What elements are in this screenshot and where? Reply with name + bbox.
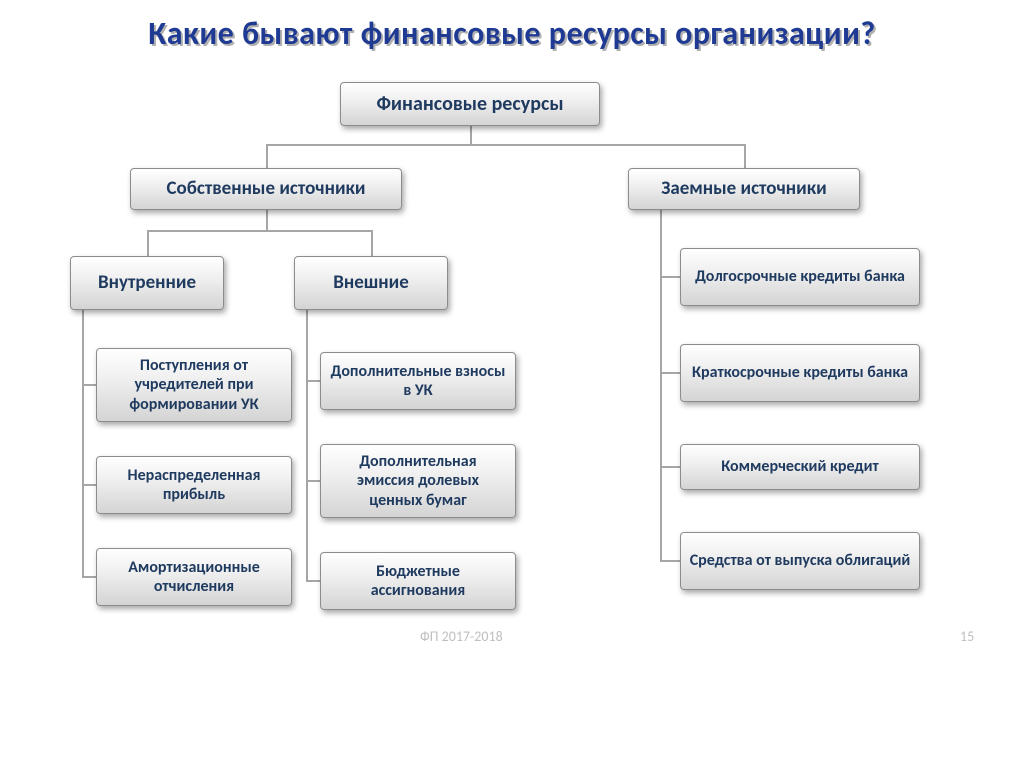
node-bor3: Коммерческий кредит [680, 444, 920, 490]
connector [266, 210, 268, 230]
connector [660, 210, 662, 562]
connector [660, 276, 680, 278]
connector [371, 230, 373, 256]
connector [470, 126, 472, 144]
node-internal: Внутренние [70, 256, 224, 310]
connector [82, 576, 96, 578]
connector [147, 230, 149, 256]
connector [660, 372, 680, 374]
node-int1: Поступления от учредителей при формирова… [96, 348, 292, 422]
connector [306, 480, 320, 482]
connector [82, 484, 96, 486]
node-external: Внешние [294, 256, 448, 310]
page-number: 15 [960, 628, 974, 645]
org-chart: Финансовые ресурсы Собственные источники… [0, 82, 1024, 722]
node-bor1: Долгосрочные кредиты банка [680, 248, 920, 306]
connector [660, 466, 680, 468]
node-ext1: Дополнительные взносы в УК [320, 352, 516, 410]
node-int3: Амортизационные отчисления [96, 548, 292, 606]
node-ext2: Дополнительная эмиссия долевых ценных бу… [320, 444, 516, 518]
node-bor4: Средства от выпуска облигаций [680, 532, 920, 590]
connector [306, 310, 308, 582]
page-title: Какие бывают финансовые ресурсы организа… [0, 0, 1024, 53]
node-root: Финансовые ресурсы [340, 82, 600, 126]
connector [82, 384, 96, 386]
connector [266, 144, 268, 168]
node-borrowed-sources: Заемные источники [628, 168, 860, 210]
connector [147, 230, 371, 232]
node-ext3: Бюджетные ассигнования [320, 552, 516, 610]
node-bor2: Краткосрочные кредиты банка [680, 344, 920, 402]
connector [266, 144, 744, 146]
connector [744, 144, 746, 168]
connector [306, 580, 320, 582]
connector [82, 310, 84, 578]
node-int2: Нераспределенная прибыль [96, 456, 292, 514]
connector [660, 560, 680, 562]
footer-label: ФП 2017-2018 [420, 628, 503, 645]
node-own-sources: Собственные источники [130, 168, 402, 210]
connector [306, 380, 320, 382]
